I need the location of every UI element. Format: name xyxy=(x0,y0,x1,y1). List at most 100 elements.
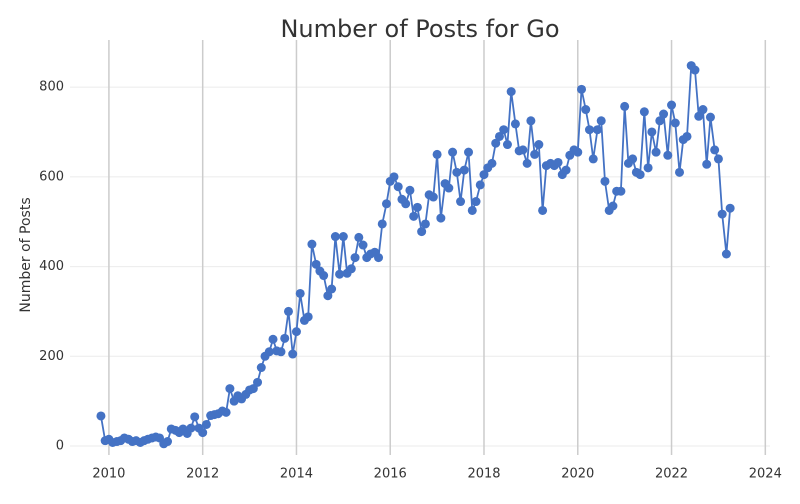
data-point xyxy=(561,165,571,175)
x-tick-label: 2022 xyxy=(655,467,688,482)
data-point xyxy=(374,253,384,263)
data-point xyxy=(581,105,591,115)
data-point xyxy=(163,437,173,447)
data-point xyxy=(268,334,278,344)
data-point xyxy=(330,232,340,242)
data-point xyxy=(471,197,481,207)
data-point xyxy=(494,131,504,141)
data-point xyxy=(698,105,708,115)
data-point xyxy=(338,232,348,242)
data-point xyxy=(635,170,645,180)
x-tick-label: 2014 xyxy=(280,467,313,482)
data-point xyxy=(221,407,231,417)
data-point xyxy=(553,157,563,167)
data-point xyxy=(280,333,290,343)
data-point xyxy=(522,158,532,168)
y-tick-label: 0 xyxy=(56,439,64,454)
data-point xyxy=(96,411,106,421)
data-point xyxy=(323,291,333,301)
data-point xyxy=(647,127,657,137)
data-point xyxy=(405,185,415,195)
data-point xyxy=(327,284,337,294)
data-point xyxy=(655,116,665,126)
data-point xyxy=(608,201,618,211)
data-point xyxy=(276,347,286,357)
y-tick-label: 400 xyxy=(39,259,64,274)
data-point xyxy=(620,101,630,111)
data-point xyxy=(358,240,368,250)
data-point xyxy=(690,65,700,75)
data-point xyxy=(288,349,298,359)
data-point xyxy=(198,428,208,438)
data-point xyxy=(675,167,685,177)
data-point xyxy=(588,154,598,164)
data-point xyxy=(518,145,528,155)
data-point xyxy=(534,140,544,150)
data-point xyxy=(592,125,602,135)
x-tick-label: 2024 xyxy=(749,467,782,482)
data-point xyxy=(628,154,638,164)
data-point xyxy=(201,419,211,429)
data-point xyxy=(577,84,587,94)
data-point xyxy=(253,377,263,387)
data-point xyxy=(417,227,427,237)
data-point xyxy=(401,199,411,209)
data-point xyxy=(596,116,606,126)
data-point xyxy=(256,363,266,373)
data-point xyxy=(713,154,723,164)
y-tick-label: 600 xyxy=(39,169,64,184)
data-point xyxy=(186,423,196,433)
data-point xyxy=(346,264,356,274)
y-tick-label: 200 xyxy=(39,349,64,364)
data-point xyxy=(467,205,477,215)
data-point xyxy=(526,116,536,126)
data-point xyxy=(651,147,661,157)
data-point xyxy=(389,172,399,182)
data-point xyxy=(705,112,715,122)
data-point xyxy=(464,147,474,157)
data-point xyxy=(448,147,458,157)
data-point xyxy=(377,219,387,229)
chart-title: Number of Posts for Go xyxy=(280,15,559,43)
data-point xyxy=(663,150,673,160)
data-point xyxy=(717,209,727,219)
x-tick-label: 2020 xyxy=(561,467,594,482)
plot-area xyxy=(96,61,735,449)
data-point xyxy=(573,147,583,157)
data-point xyxy=(291,327,301,337)
data-point xyxy=(393,182,403,192)
data-point xyxy=(530,149,540,159)
data-point xyxy=(510,119,520,129)
data-point xyxy=(538,205,548,215)
data-point xyxy=(283,306,293,316)
data-point xyxy=(479,170,489,180)
grid: 0 200 400 600 800 2010 2012 2014 2016 2018 2020 202… xyxy=(39,40,782,482)
x-tick-label: 2012 xyxy=(186,467,219,482)
data-point xyxy=(702,159,712,169)
x-tick-label: 2016 xyxy=(374,467,407,482)
x-tick-label: 2010 xyxy=(92,467,125,482)
data-point xyxy=(502,140,512,150)
data-point xyxy=(584,125,594,135)
data-point xyxy=(456,197,466,207)
data-point xyxy=(381,199,391,209)
data-point xyxy=(190,412,200,422)
data-point xyxy=(428,192,438,202)
x-tick-label: 2018 xyxy=(467,467,500,482)
data-point xyxy=(295,288,305,298)
data-point xyxy=(409,211,419,221)
data-point xyxy=(307,239,317,249)
data-point xyxy=(444,183,454,193)
data-point xyxy=(335,269,345,279)
data-point xyxy=(350,253,360,263)
series-line xyxy=(100,63,732,445)
data-point xyxy=(432,149,442,159)
data-point xyxy=(710,145,720,155)
data-point xyxy=(682,131,692,141)
data-point xyxy=(225,384,235,394)
data-point xyxy=(459,165,469,175)
data-point xyxy=(506,87,516,97)
data-point xyxy=(319,271,329,281)
data-point xyxy=(694,111,704,121)
data-point xyxy=(721,249,731,259)
